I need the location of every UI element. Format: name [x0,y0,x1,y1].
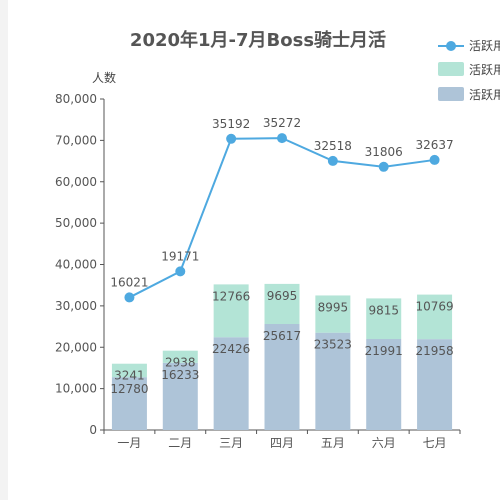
y-tick-label: 70,000 [55,133,97,147]
x-tick-label: 六月 [372,436,396,450]
line-value-label: 35192 [212,117,250,131]
bar-bottom-value-label: 16233 [161,368,199,382]
legend-top-bar-swatch [438,62,464,76]
y-tick-label: 20,000 [55,340,97,354]
line-point [378,161,389,172]
line-value-label: 19171 [161,249,199,263]
bar-bottom-value-label: 21991 [365,344,403,358]
line-point [429,154,440,165]
bar-bottom-value-label: 12780 [110,382,148,396]
bar-top-value-label: 3241 [114,369,145,383]
legend-label-bottom-bar: 活跃用户 [469,87,500,102]
bar-top-value-label: 12766 [212,289,250,303]
bar-bottom [366,339,402,430]
x-tick-label: 四月 [270,436,294,450]
line-point [277,133,287,144]
y-tick-label: 10,000 [55,382,97,396]
y-tick-label: 40,000 [55,258,97,272]
bar-top [264,283,300,325]
y-axis-label: 人数 [92,70,116,85]
bar-top-value-label: 9695 [267,289,298,303]
x-tick-label: 五月 [321,436,345,450]
bar-bottom [162,362,198,430]
bar-top-value-label: 2938 [165,356,196,370]
line-value-label: 32518 [314,139,352,153]
bar-top [366,298,402,340]
bar-bottom [315,332,351,430]
line-point [226,133,237,144]
x-tick-label: 一月 [117,436,141,450]
bar-top [111,363,147,378]
bar-bottom [213,337,249,430]
bar-bottom-value-label: 22426 [212,342,250,356]
line-value-label: 16021 [110,275,148,289]
x-tick-label: 二月 [168,436,192,450]
bar-bottom-value-label: 25617 [263,329,301,343]
bar-top [315,295,351,333]
y-tick-label: 0 [89,423,97,437]
legend-label-line: 活跃用户 [469,38,500,53]
bar-bottom [111,377,147,430]
bar-bottom-value-label: 23523 [314,338,352,352]
line-point [175,266,186,277]
bar-top [213,284,249,338]
bar-top [162,350,198,363]
chart-panel: 2020年1月-7月Boss骑士月活人数 0 10,000 20,000 30,000 4… [8,0,500,500]
line-value-label: 31806 [365,145,403,159]
legend-bottom-bar-swatch [438,87,464,101]
x-tick-label: 三月 [219,436,243,450]
x-tick-label: 七月 [423,436,447,450]
bar-top-value-label: 10769 [415,300,453,314]
line-value-label: 32637 [415,138,453,152]
legend-label-top-bar: 活跃用户 [469,62,500,77]
y-tick-label: 30,000 [55,299,97,313]
line-point [124,292,135,303]
bar-top-value-label: 8995 [318,300,349,314]
bar-bottom-value-label: 21958 [415,344,453,358]
y-tick-label: 50,000 [55,216,97,230]
bar-bottom [417,339,453,430]
bar-top-value-label: 9815 [368,303,399,317]
y-tick-label: 60,000 [55,175,97,189]
bar-bottom [264,324,300,430]
line-value-label: 35272 [263,116,301,130]
line-point [327,155,338,166]
legend-line-marker [446,41,456,51]
y-tick-label: 80,000 [55,92,97,106]
bar-top [417,294,453,340]
chart-title: 2020年1月-7月Boss骑士月活 [130,29,386,51]
active-users-line [128,137,435,299]
